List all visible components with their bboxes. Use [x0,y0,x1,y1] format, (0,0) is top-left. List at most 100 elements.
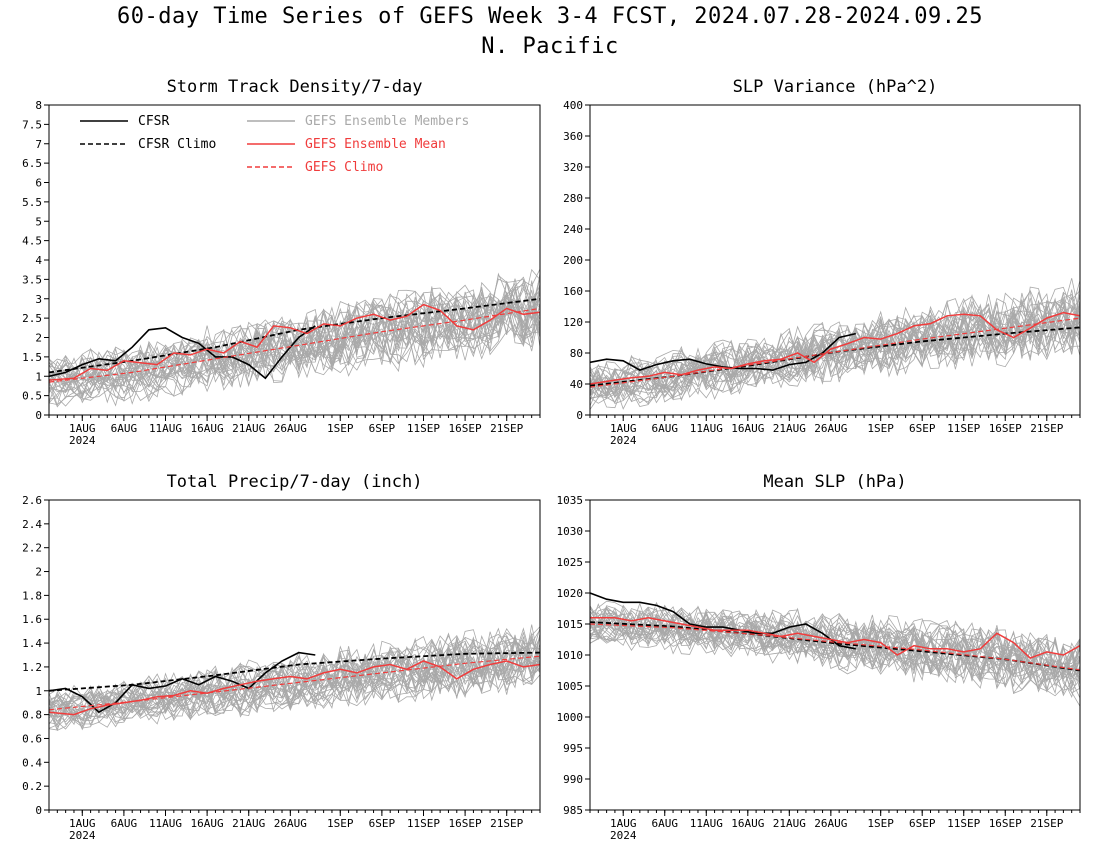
plot-area [590,592,1080,707]
y-tick-label: 1 [35,685,42,698]
plot-area [49,624,540,731]
x-tick-label: 21SEP [1030,422,1063,435]
x-tick-label: 11AUG [149,422,182,435]
series-line-gefs-ensemble-mean [590,617,1080,659]
legend-label: GEFS Ensemble Mean [305,137,446,152]
x-tick-label: 1SEP [867,422,894,435]
x-year-label: 2024 [610,434,637,447]
y-tick-label: 1000 [557,711,584,724]
series-line-cfsr [49,325,316,380]
x-tick-label: 26AUG [814,422,847,435]
y-tick-label: 1010 [557,649,584,662]
series-line-gefs-ensemble-mean [49,303,540,381]
ensemble-member-line [590,619,1080,694]
y-tick-label: 0.4 [22,756,42,769]
panel-title: Storm Track Density/7-day [167,77,423,97]
x-tick-label: 16AUG [731,422,764,435]
y-tick-label: 320 [563,161,583,174]
x-tick-label: 21AUG [773,422,806,435]
ensemble-member-line [590,303,1080,397]
ensemble-member-line [590,611,1080,683]
ensemble-member-line [49,636,540,726]
x-tick-label: 21SEP [490,422,523,435]
legend-label: CFSR Climo [138,137,216,152]
x-tick-label: 6AUG [651,422,678,435]
ensemble-member-line [49,278,540,383]
x-tick-label: 11SEP [407,422,440,435]
x-tick-label: 1AUG [69,422,96,435]
series-line-cfsr-climo [49,297,540,374]
legend-label: GEFS Ensemble Members [305,114,469,129]
y-tick-label: 4.5 [22,235,42,248]
ensemble-member-line [49,281,540,389]
y-tick-label: 5.5 [22,196,42,209]
x-tick-label: 11SEP [407,817,440,830]
y-tick-label: 2.6 [22,494,42,507]
x-tick-label: 6SEP [369,422,396,435]
panel-title: SLP Variance (hPa^2) [733,77,938,97]
ensemble-member-line [590,293,1080,393]
x-tick-label: 6SEP [909,817,936,830]
ensemble-member-line [49,298,540,394]
y-tick-label: 1030 [557,525,584,538]
y-tick-label: 3.5 [22,273,42,286]
y-tick-label: 40 [570,378,583,391]
y-tick-label: 8 [35,99,42,112]
x-tick-label: 21SEP [490,817,523,830]
series-line-cfsr [590,332,856,371]
y-tick-label: 0 [35,409,42,422]
series-line-gefs-climo [590,317,1080,388]
x-tick-label: 1AUG [610,817,637,830]
x-tick-label: 21AUG [773,817,806,830]
y-tick-label: 2.4 [22,518,42,531]
x-tick-label: 16AUG [191,817,224,830]
x-tick-label: 16AUG [731,817,764,830]
x-tick-label: 26AUG [274,422,307,435]
y-tick-label: 2 [35,566,42,579]
ensemble-member-line [49,272,540,386]
series-line-gefs-climo [49,307,540,383]
ensemble-member-line [49,288,540,396]
y-tick-label: 4 [35,254,42,267]
ensemble-member-line [49,636,540,725]
ensemble-member-line [49,288,540,402]
x-tick-label: 6SEP [909,422,936,435]
x-tick-label: 16SEP [449,817,482,830]
x-year-label: 2024 [610,829,637,842]
y-tick-label: 1035 [557,494,584,507]
x-tick-label: 1AUG [69,817,96,830]
x-tick-label: 6AUG [111,817,138,830]
ensemble-member-line [590,607,1080,680]
x-tick-label: 11AUG [149,817,182,830]
ensemble-member-line [49,284,540,383]
y-tick-label: 1 [35,370,42,383]
series-line-cfsr [590,592,856,650]
x-tick-label: 1AUG [610,422,637,435]
x-tick-label: 6SEP [369,817,396,830]
y-tick-label: 1020 [557,587,584,600]
chart-panel-4: Mean SLP (hPa) 985 990 995 1000 1005 1010 1015 1… [557,472,1081,842]
y-tick-label: 240 [563,223,583,236]
x-tick-label: 6AUG [651,817,678,830]
legend: CFSR CFSR Climo GEFS Ensemble Members GEFS … [80,114,469,175]
y-tick-label: 0.5 [22,390,42,403]
y-tick-label: 0.8 [22,709,42,722]
y-tick-label: 995 [563,742,583,755]
plot-area [590,278,1080,410]
x-year-label: 2024 [69,434,96,447]
x-tick-label: 11SEP [947,817,980,830]
y-tick-label: 2.5 [22,312,42,325]
x-tick-label: 26AUG [274,817,307,830]
y-tick-label: 1025 [557,556,584,569]
y-tick-label: 7.5 [22,118,42,131]
x-tick-label: 16SEP [989,422,1022,435]
ensemble-member-line [590,290,1080,395]
figure-title: 60-day Time Series of GEFS Week 3-4 FCST… [117,4,983,29]
x-tick-label: 16SEP [989,817,1022,830]
y-tick-label: 120 [563,316,583,329]
x-year-label: 2024 [69,829,96,842]
ensemble-member-line [49,648,540,731]
ensemble-member-line [590,302,1080,401]
x-tick-label: 21SEP [1030,817,1063,830]
series-line-cfsr [49,651,316,714]
